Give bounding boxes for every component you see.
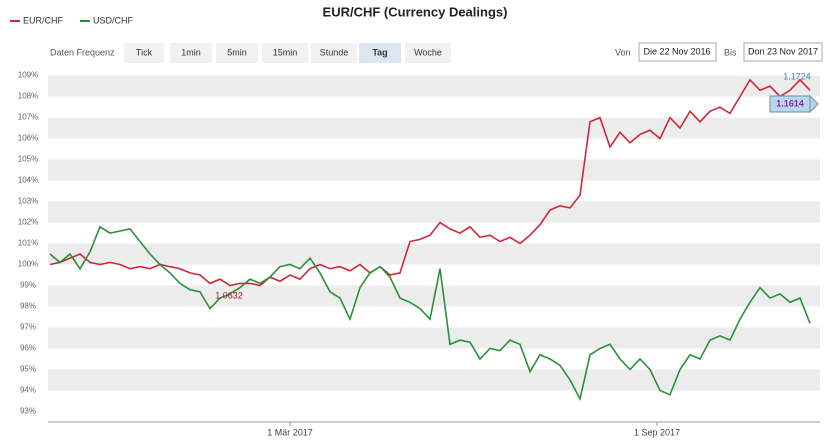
- frequency-button-label: Tick: [136, 47, 153, 57]
- frequency-button-label: Tag: [372, 47, 387, 57]
- from-date: Die 22 Nov 2016: [643, 46, 710, 56]
- grid-band: [48, 117, 820, 139]
- y-tick-label: 104%: [18, 176, 38, 185]
- frequency-button[interactable]: [359, 43, 401, 63]
- frequency-button[interactable]: [216, 43, 258, 63]
- y-tick-label: 100%: [18, 260, 38, 269]
- to-date: Don 23 Nov 2017: [748, 46, 818, 56]
- grid-band: [48, 243, 820, 265]
- grid-band: [48, 159, 820, 181]
- frequency-button[interactable]: [262, 43, 308, 63]
- annotation: 1.0632: [215, 290, 243, 300]
- y-tick-label: 107%: [18, 113, 38, 122]
- grid-band: [48, 327, 820, 349]
- frequency-button-label: Woche: [414, 47, 442, 57]
- frequency-button-label: 15min: [273, 47, 298, 57]
- y-tick-label: 101%: [18, 239, 38, 248]
- legend-label: EUR/CHF: [23, 15, 64, 25]
- legend: EUR/CHF USD/CHF: [10, 15, 134, 25]
- grid-band: [48, 201, 820, 223]
- plot-area: 93% 94% 95% 96% 97% 98% 99% 100% 101% 102% 103% 104…: [18, 71, 820, 437]
- y-tick-label: 93%: [20, 407, 36, 416]
- series-line: [49, 225, 811, 402]
- tooltip: 1.1614: [769, 94, 819, 114]
- y-tick-label: 99%: [20, 281, 36, 290]
- frequency-button-label: Stunde: [320, 47, 349, 57]
- x-tick-label: 1 Sep 2017: [634, 427, 680, 437]
- grid-band: [48, 75, 820, 97]
- y-tick-label: 98%: [20, 302, 36, 311]
- tooltip-arrow: [809, 94, 819, 114]
- legend-label: USD/CHF: [93, 15, 134, 25]
- to-date-input[interactable]: [743, 42, 823, 62]
- chart-title: EUR/CHF (Currency Dealings): [323, 4, 508, 19]
- frequency-button[interactable]: [311, 43, 357, 63]
- y-tick-label: 96%: [20, 344, 36, 353]
- y-tick-label: 95%: [20, 365, 36, 374]
- to-label: Bis: [724, 47, 737, 57]
- frequency-button[interactable]: [124, 43, 164, 63]
- annotation: 1.1724: [783, 71, 811, 81]
- y-tick-label: 97%: [20, 323, 36, 332]
- frequency-button[interactable]: [405, 43, 451, 63]
- frequency-button-label: 1min: [181, 47, 201, 57]
- y-tick-label: 109%: [18, 71, 38, 80]
- toolbar-label: Daten Frequenz: [50, 47, 115, 57]
- grid-band: [48, 369, 820, 391]
- from-label: Von: [615, 47, 631, 57]
- frequency-button[interactable]: [170, 43, 212, 63]
- annotation: 1.1614: [776, 98, 804, 108]
- x-tick-label: 1 Mär 2017: [267, 427, 313, 437]
- series-line: [49, 78, 811, 287]
- y-tick-label: 106%: [18, 134, 38, 143]
- toolbar: Daten Frequenz Tick 1min 5min 15min Stunde Tag…: [50, 42, 823, 63]
- y-tick-label: 108%: [18, 92, 38, 101]
- y-tick-label: 102%: [18, 218, 38, 227]
- frequency-button-label: 5min: [227, 47, 247, 57]
- from-date-input[interactable]: [638, 42, 717, 62]
- y-tick-label: 94%: [20, 386, 36, 395]
- y-tick-label: 105%: [18, 155, 38, 164]
- y-tick-label: 103%: [18, 197, 38, 206]
